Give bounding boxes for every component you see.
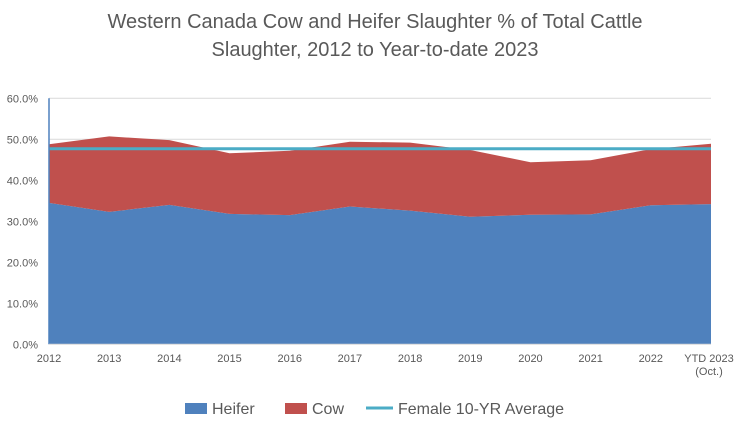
legend-swatch-heifer xyxy=(185,403,207,414)
x-tick-label: 2013 xyxy=(97,353,121,365)
legend-swatch-cow xyxy=(285,403,307,414)
y-tick-label: 10.0% xyxy=(7,298,38,310)
chart-title-line-1: Western Canada Cow and Heifer Slaughter … xyxy=(107,11,642,33)
y-tick-label: 20.0% xyxy=(7,257,38,269)
y-tick-label: 60.0% xyxy=(7,93,38,105)
legend: Heifer Cow Female 10-YR Average xyxy=(185,401,564,418)
x-tick-label: 2017 xyxy=(338,353,362,365)
y-tick-label: 0.0% xyxy=(13,339,38,351)
area-cow xyxy=(49,136,711,217)
x-tick-label: 2019 xyxy=(458,353,482,365)
x-tick-label: YTD 2023 xyxy=(684,353,734,365)
y-tick-label: 50.0% xyxy=(7,134,38,146)
x-tick-label: 2015 xyxy=(217,353,241,365)
x-tick-label: 2020 xyxy=(518,353,542,365)
x-tick-label: 2016 xyxy=(277,353,301,365)
area-heifer xyxy=(49,202,711,345)
y-tick-label: 30.0% xyxy=(7,216,38,228)
chart-title-line-2: Slaughter, 2012 to Year-to-date 2023 xyxy=(212,39,539,61)
legend-label-heifer: Heifer xyxy=(212,401,255,418)
legend-label-cow: Cow xyxy=(312,401,344,418)
x-tick-label: 2018 xyxy=(398,353,422,365)
legend-label-average: Female 10-YR Average xyxy=(398,401,564,418)
x-tick-label: 2014 xyxy=(157,353,181,365)
x-tick-label: (Oct.) xyxy=(695,366,723,378)
x-tick-label: 2021 xyxy=(578,353,602,365)
y-tick-label: 40.0% xyxy=(7,175,38,187)
x-tick-label: 2022 xyxy=(639,353,663,365)
x-tick-label: 2012 xyxy=(37,353,61,365)
